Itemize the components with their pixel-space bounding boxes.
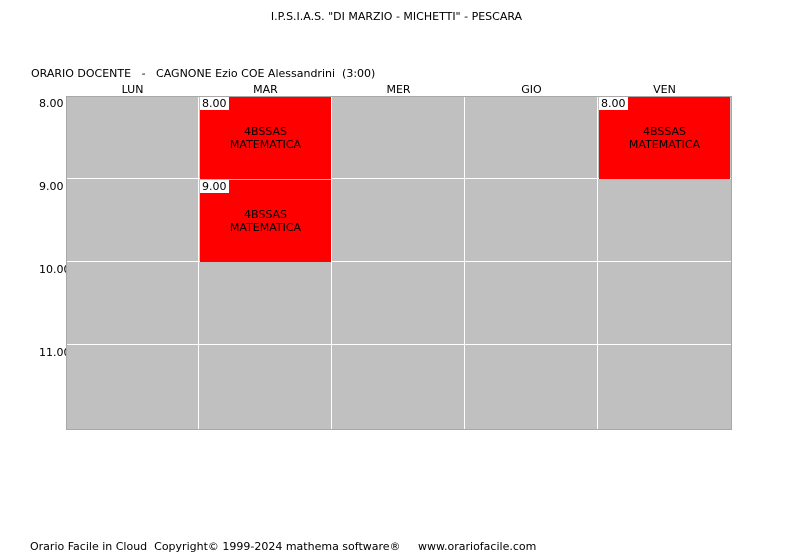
lesson-block-mar-8[interactable]: 8.00 4BSSAS MATEMATICA (200, 97, 331, 179)
timetable-cell-mer-8[interactable] (332, 96, 465, 179)
lesson-start-time: 8.00 (200, 97, 229, 110)
lesson-class: 4BSSAS (243, 125, 288, 138)
hour-label-10: 10.00 (39, 263, 71, 276)
hour-label-11: 11.00 (39, 346, 71, 359)
timetable-cell-mar-10[interactable] (199, 262, 332, 345)
school-title: I.P.S.I.A.S. "DI MARZIO - MICHETTI" - PE… (270, 10, 523, 23)
lesson-details: 4BSSAS MATEMATICA (200, 125, 331, 151)
day-header-mar: MAR (253, 83, 278, 96)
timetable-cell-lun-9[interactable] (66, 179, 199, 262)
timetable-cell-gio-10[interactable] (465, 262, 598, 345)
lesson-details: 4BSSAS MATEMATICA (599, 125, 730, 151)
timetable-cell-lun-11[interactable] (66, 345, 199, 430)
lesson-details: 4BSSAS MATEMATICA (200, 208, 331, 234)
lesson-block-mar-9[interactable]: 9.00 4BSSAS MATEMATICA (200, 180, 331, 262)
hour-label-9: 9.00 (39, 180, 64, 193)
day-header-gio: GIO (521, 83, 542, 96)
footer-copyright: Orario Facile in Cloud Copyright© 1999-2… (30, 540, 401, 553)
lesson-class: 4BSSAS (642, 125, 687, 138)
timetable-cell-gio-9[interactable] (465, 179, 598, 262)
timetable-cell-gio-11[interactable] (465, 345, 598, 430)
lesson-subject: MATEMATICA (229, 138, 302, 151)
timetable-cell-ven-10[interactable] (598, 262, 732, 345)
timetable-cell-ven-9[interactable] (598, 179, 732, 262)
timetable-cell-mer-10[interactable] (332, 262, 465, 345)
lesson-subject: MATEMATICA (229, 221, 302, 234)
day-header-mer: MER (386, 83, 411, 96)
lesson-start-time: 8.00 (599, 97, 628, 110)
lesson-class: 4BSSAS (243, 208, 288, 221)
day-header-ven: VEN (653, 83, 676, 96)
footer: Orario Facile in Cloud Copyright© 1999-2… (30, 540, 536, 553)
lesson-block-ven-8[interactable]: 8.00 4BSSAS MATEMATICA (599, 97, 730, 179)
timetable-cell-gio-8[interactable] (465, 96, 598, 179)
timetable-cell-lun-8[interactable] (66, 96, 199, 179)
teacher-schedule-header: ORARIO DOCENTE - CAGNONE Ezio COE Alessa… (31, 67, 376, 80)
lesson-start-time: 9.00 (200, 180, 229, 193)
timetable-cell-ven-11[interactable] (598, 345, 732, 430)
footer-website-link[interactable]: www.orariofacile.com (418, 540, 537, 553)
timetable-cell-mer-11[interactable] (332, 345, 465, 430)
hour-label-8: 8.00 (39, 97, 64, 110)
timetable-cell-lun-10[interactable] (66, 262, 199, 345)
lesson-subject: MATEMATICA (628, 138, 701, 151)
timetable-cell-mer-9[interactable] (332, 179, 465, 262)
timetable-cell-mar-11[interactable] (199, 345, 332, 430)
day-header-lun: LUN (121, 83, 144, 96)
